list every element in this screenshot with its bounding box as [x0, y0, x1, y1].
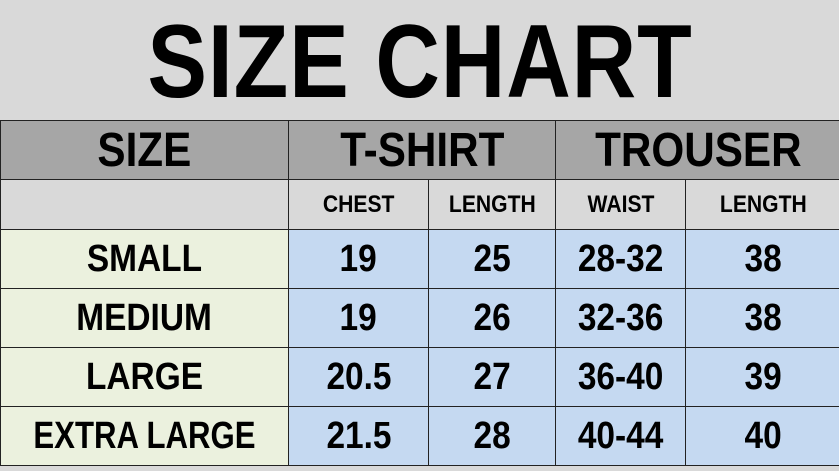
subheader-trouser-length: LENGTH [685, 179, 839, 230]
chest-cell: 20.5 [288, 347, 429, 407]
waist-cell: 28-32 [555, 229, 686, 289]
subheader-waist: WAIST [555, 179, 686, 230]
waist-cell: 36-40 [555, 347, 686, 407]
table-row: MEDIUM 19 26 32-36 38 [0, 288, 839, 348]
header-tshirt: T-SHIRT [288, 120, 556, 180]
tshirt-length-cell: 28 [428, 406, 556, 466]
tshirt-length-cell: 26 [428, 288, 556, 348]
tshirt-length-cell: 27 [428, 347, 556, 407]
size-cell: LARGE [0, 347, 289, 407]
waist-cell: 40-44 [555, 406, 686, 466]
page-title: SIZE CHART [146, 4, 693, 120]
chest-cell: 19 [288, 288, 429, 348]
chest-cell: 21.5 [288, 406, 429, 466]
trouser-length-cell: 40 [685, 406, 839, 466]
trouser-length-cell: 38 [685, 288, 839, 348]
subheader-empty [0, 179, 289, 230]
title-band: SIZE CHART [0, 0, 839, 120]
header-size: SIZE [0, 120, 289, 180]
table-row: LARGE 20.5 27 36-40 39 [0, 347, 839, 407]
subheader-tshirt-length: LENGTH [428, 179, 556, 230]
size-cell: SMALL [0, 229, 289, 289]
subheader-row: CHEST LENGTH WAIST LENGTH [0, 179, 839, 230]
trouser-length-cell: 39 [685, 347, 839, 407]
table-row: EXTRA LARGE 21.5 28 40-44 40 [0, 406, 839, 466]
subheader-chest: CHEST [288, 179, 429, 230]
chest-cell: 19 [288, 229, 429, 289]
table-row: SMALL 19 25 28-32 38 [0, 229, 839, 289]
size-cell: MEDIUM [0, 288, 289, 348]
size-cell: EXTRA LARGE [0, 406, 289, 466]
header-trouser: TROUSER [555, 120, 839, 180]
size-chart-table: SIZE T-SHIRT TROUSER CHEST LENGTH WAIST … [0, 120, 839, 466]
waist-cell: 32-36 [555, 288, 686, 348]
trouser-length-cell: 38 [685, 229, 839, 289]
header-row: SIZE T-SHIRT TROUSER [0, 120, 839, 180]
tshirt-length-cell: 25 [428, 229, 556, 289]
